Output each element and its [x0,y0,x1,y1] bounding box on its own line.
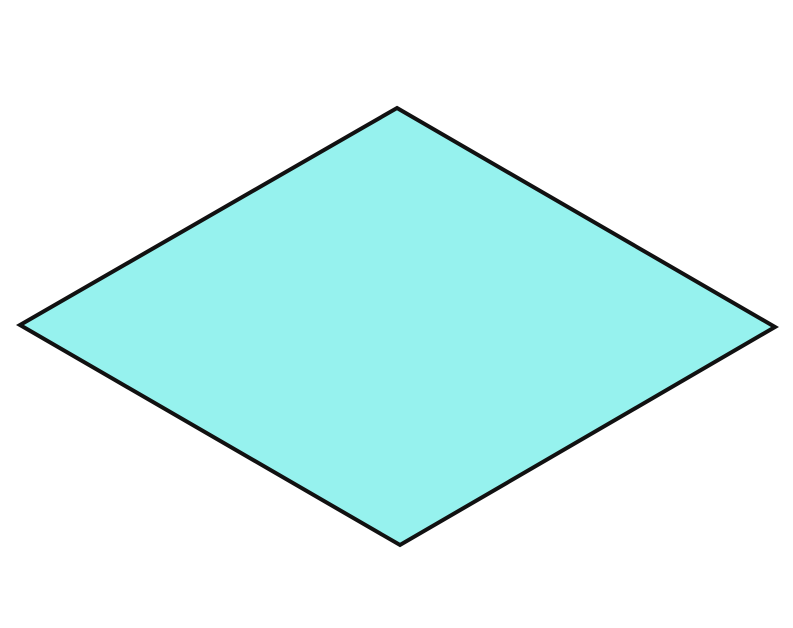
rhombus-shape [15,105,779,548]
